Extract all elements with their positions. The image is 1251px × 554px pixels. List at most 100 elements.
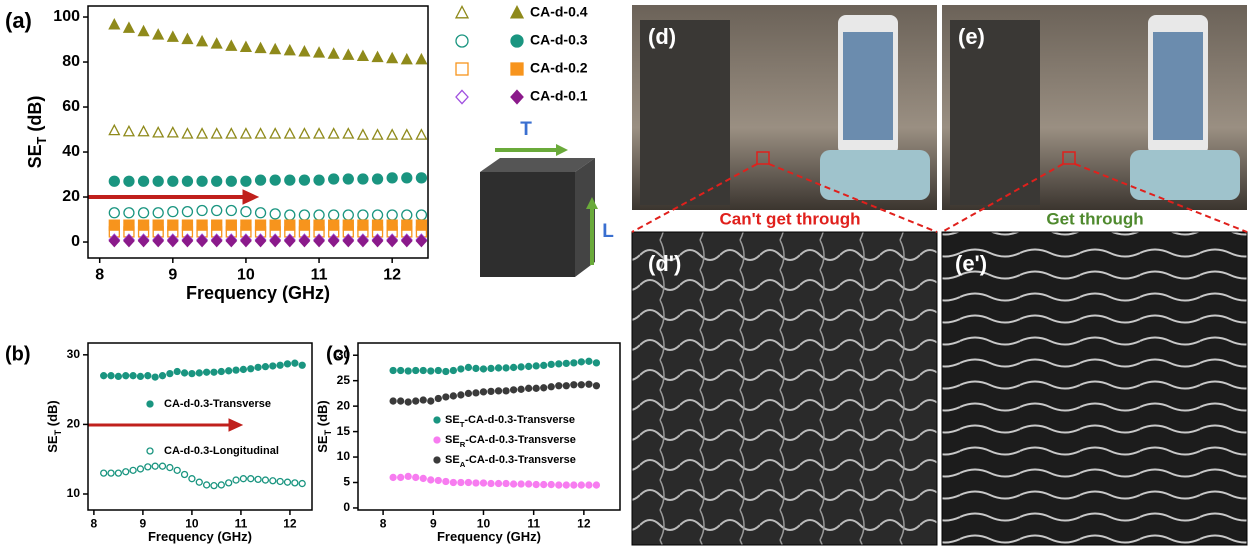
x-tick-label: 8 xyxy=(95,266,104,283)
y-axis-label-rest: (dB) xyxy=(45,400,60,430)
marker xyxy=(415,128,428,140)
zoom-line xyxy=(631,163,758,233)
marker xyxy=(254,41,267,54)
legend-label: SET-CA-d-0.3-Transverse xyxy=(445,414,575,429)
marker xyxy=(449,478,458,487)
marker xyxy=(389,397,397,405)
x-tick-label: 8 xyxy=(91,517,98,531)
x-tick-label: 8 xyxy=(380,517,387,531)
marker xyxy=(400,52,413,65)
marker xyxy=(298,234,311,248)
y-tick-label: 0 xyxy=(71,233,80,250)
marker xyxy=(152,207,164,219)
marker xyxy=(100,469,108,477)
marker xyxy=(427,367,435,375)
marker xyxy=(397,473,405,482)
plot-frame xyxy=(87,5,429,259)
marker xyxy=(180,470,189,479)
legend-marker xyxy=(510,89,524,105)
marker xyxy=(547,383,555,391)
marker xyxy=(562,481,570,489)
x-axis-label: Frequency (GHz) xyxy=(437,529,541,544)
marker xyxy=(509,363,518,372)
marker xyxy=(570,359,578,367)
marker xyxy=(166,126,179,138)
marker xyxy=(211,175,223,187)
marker xyxy=(494,387,503,395)
marker xyxy=(502,479,510,488)
marker xyxy=(464,478,473,487)
marker xyxy=(247,365,255,373)
panel-label: (a) xyxy=(5,8,32,33)
marker xyxy=(173,466,181,474)
marker xyxy=(412,473,420,482)
marker xyxy=(283,360,292,368)
marker xyxy=(225,219,237,231)
marker xyxy=(166,30,179,42)
y-axis-label-main: SE xyxy=(25,144,45,168)
marker xyxy=(137,234,150,248)
marker xyxy=(240,205,252,218)
marker xyxy=(291,359,299,367)
marker xyxy=(225,479,233,487)
y-tick-label: 10 xyxy=(67,486,81,500)
x-tick-label: 9 xyxy=(430,517,437,531)
marker xyxy=(577,481,586,489)
legend-label-rest: -CA-d-0.3-Transverse xyxy=(465,434,576,446)
marker xyxy=(525,480,533,488)
marker xyxy=(487,479,495,488)
marker xyxy=(328,209,340,221)
marker xyxy=(181,219,194,231)
marker xyxy=(371,234,384,248)
marker xyxy=(144,463,152,471)
marker xyxy=(312,46,326,58)
y-axis-label: SET (dB) xyxy=(45,400,63,453)
marker xyxy=(401,209,413,221)
legend-label-sub: A xyxy=(460,460,466,469)
marker xyxy=(123,234,135,248)
marker xyxy=(509,386,518,394)
marker xyxy=(129,466,137,474)
legend-label: SEA-CA-d-0.3-Transverse xyxy=(445,454,576,469)
marker xyxy=(342,48,355,60)
marker xyxy=(137,124,150,137)
marker xyxy=(547,360,555,369)
legend-marker xyxy=(146,400,154,408)
marker xyxy=(570,381,578,389)
cube-label: T xyxy=(520,119,532,140)
x-tick-label: 12 xyxy=(283,517,297,531)
marker xyxy=(401,219,413,231)
marker xyxy=(555,360,563,368)
cube-top xyxy=(480,158,595,172)
marker xyxy=(108,175,120,187)
y-tick-label: 15 xyxy=(337,424,351,438)
marker xyxy=(167,175,179,187)
y-axis-label-sub: T xyxy=(53,429,63,435)
marker xyxy=(225,367,233,375)
legend-label-sub: R xyxy=(460,440,466,449)
marker xyxy=(386,128,399,140)
x-tick-label: 9 xyxy=(140,517,147,531)
marker xyxy=(298,127,311,139)
marker xyxy=(442,367,450,376)
marker xyxy=(509,480,518,488)
legend-marker xyxy=(455,62,469,76)
legend-label: CA-d-0.1 xyxy=(530,88,588,104)
y-tick-label: 25 xyxy=(337,373,351,387)
marker xyxy=(313,174,325,186)
marker xyxy=(269,42,282,55)
y-axis-label: SET (dB) xyxy=(25,96,50,169)
marker xyxy=(415,234,428,248)
legend-marker xyxy=(455,89,469,105)
marker xyxy=(136,465,145,473)
marker xyxy=(151,373,159,381)
marker xyxy=(449,392,458,400)
marker xyxy=(122,124,136,137)
marker xyxy=(371,173,384,185)
marker xyxy=(158,462,167,470)
marker xyxy=(239,40,253,53)
y-tick-label: 60 xyxy=(62,98,80,115)
plot-frame xyxy=(357,342,621,511)
marker xyxy=(269,234,282,248)
marker xyxy=(540,480,548,489)
